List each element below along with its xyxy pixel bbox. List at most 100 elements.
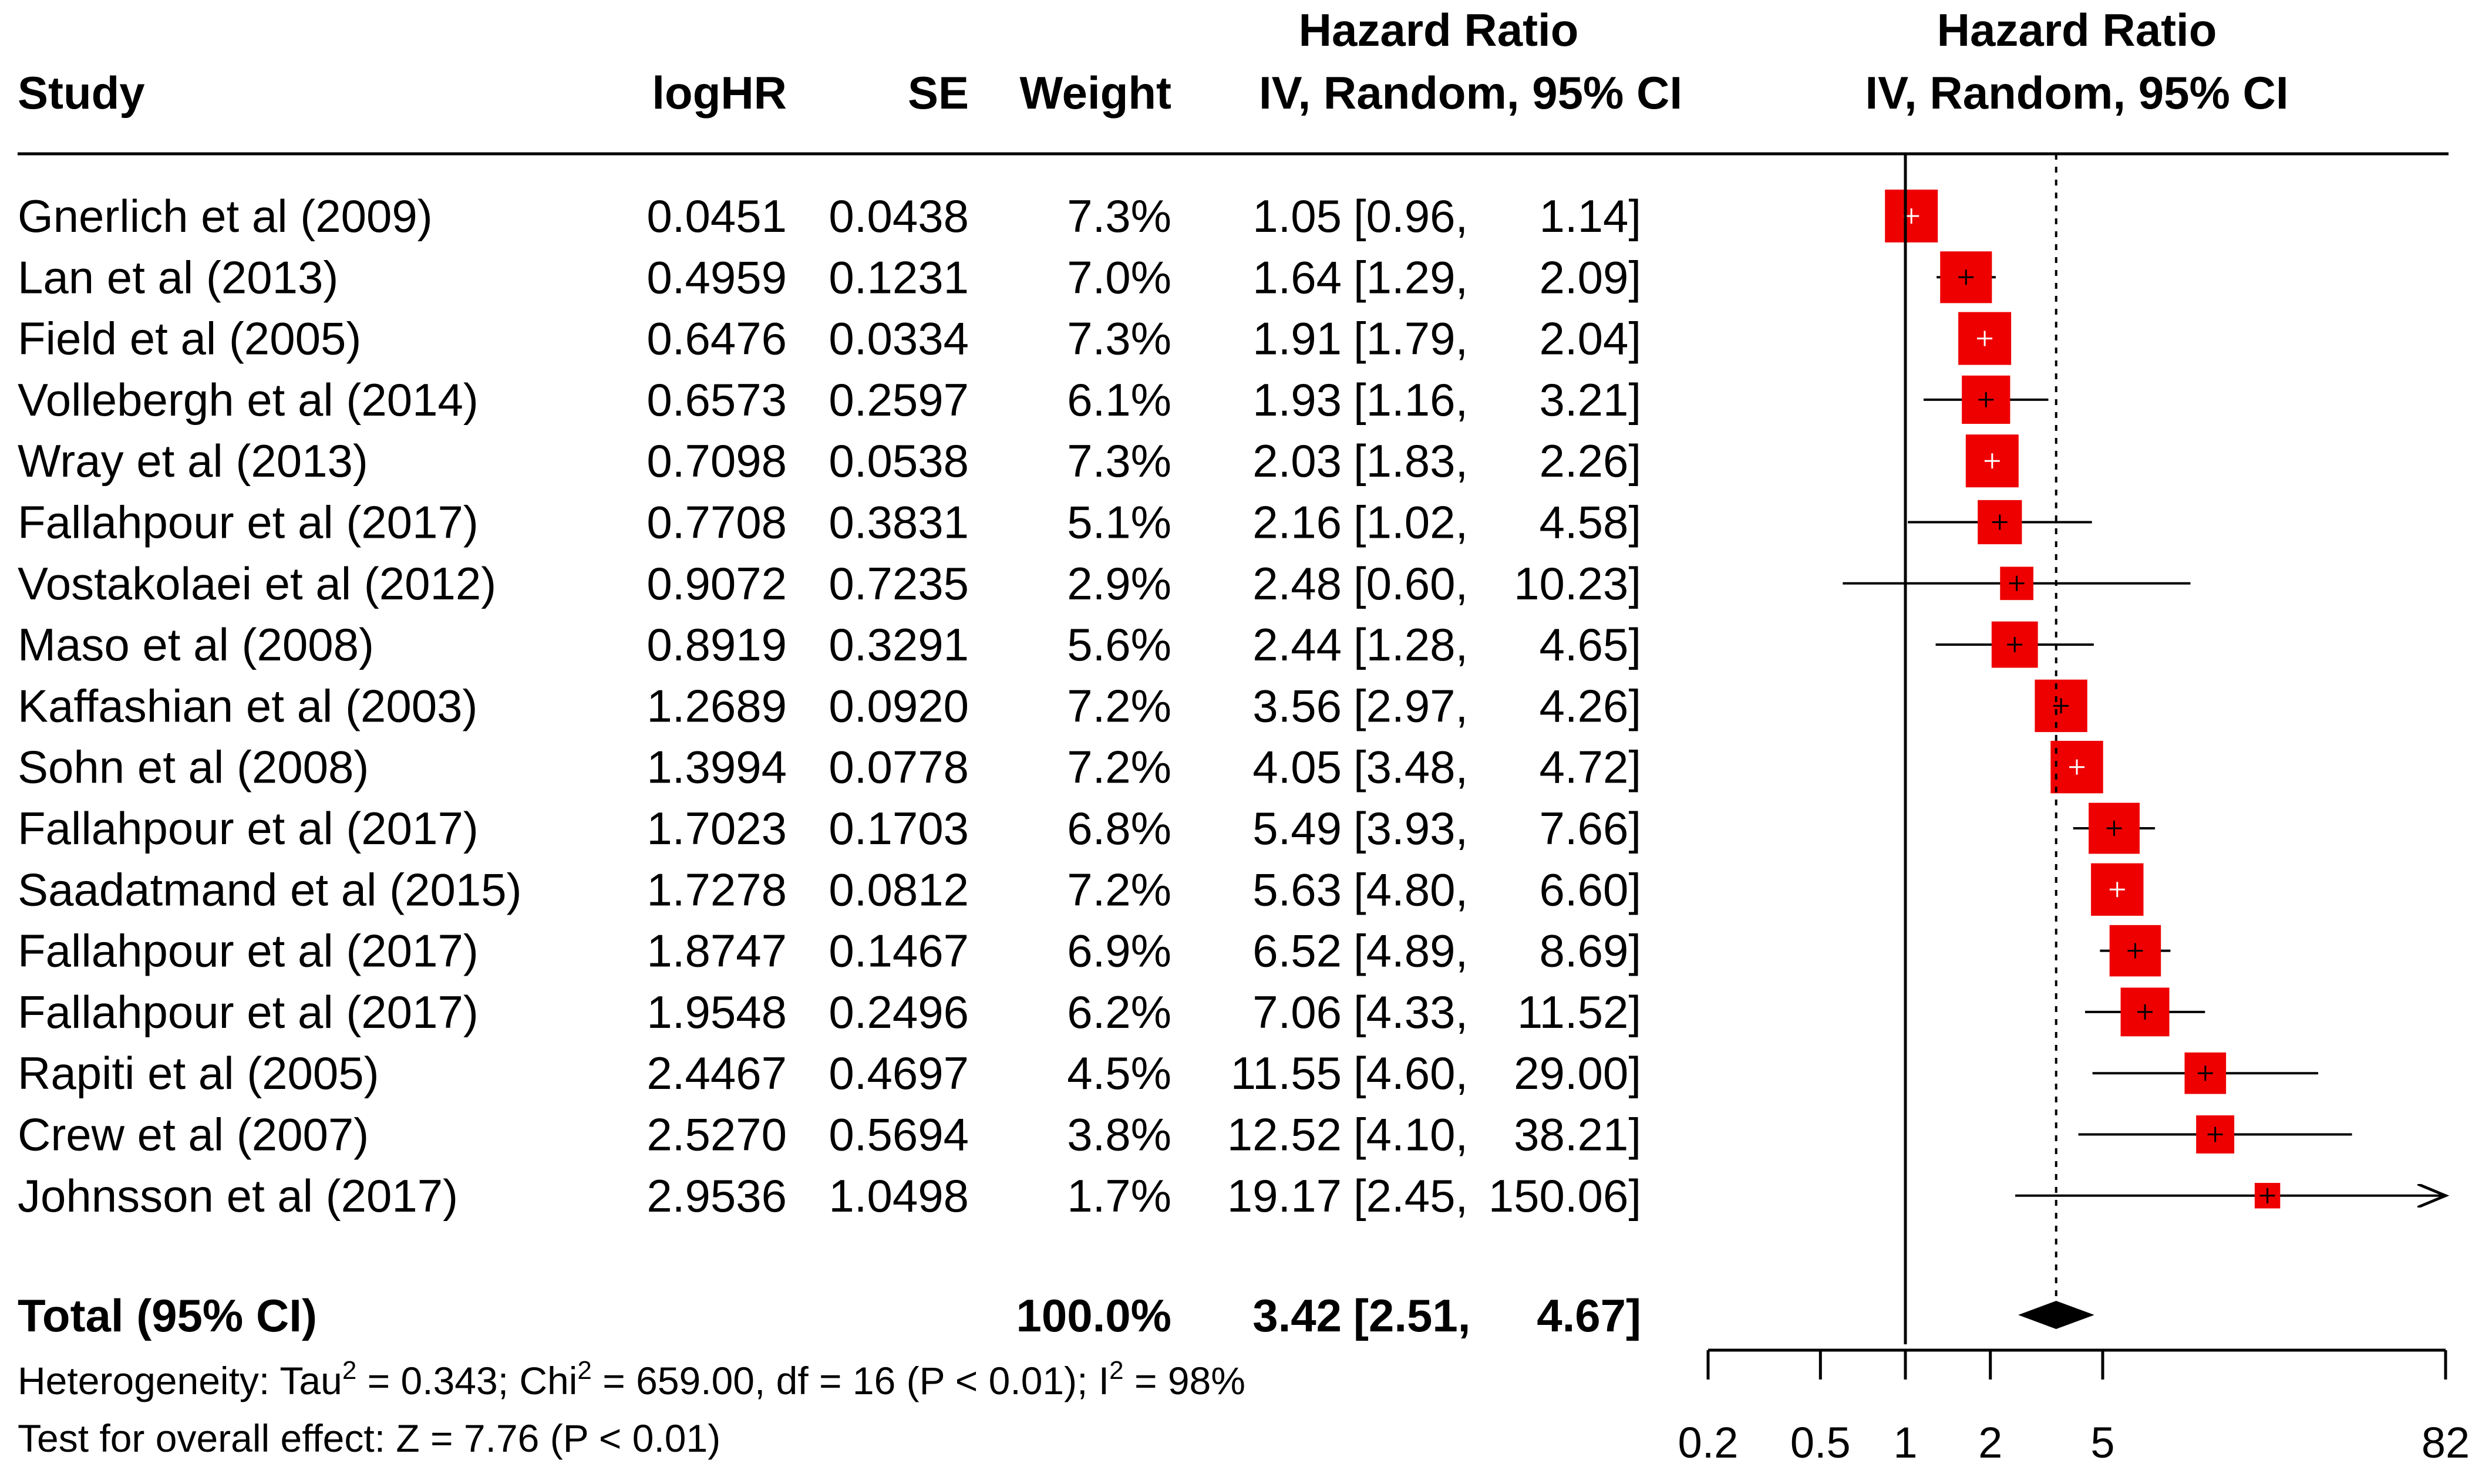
- study-se: 0.1231: [829, 251, 969, 303]
- study-loghr: 1.8747: [646, 925, 787, 977]
- study-hr: 7.06: [1252, 986, 1342, 1038]
- study-name: Fallahpour et al (2017): [18, 925, 479, 977]
- study-name: Saadatmand et al (2015): [18, 864, 522, 915]
- study-loghr: 0.7098: [646, 435, 787, 487]
- study-se: 0.1703: [829, 802, 969, 854]
- heterogeneity-tau-sup: 2: [342, 1356, 356, 1385]
- study-name: Johnsson et al (2017): [18, 1170, 458, 1222]
- study-ci-lower: [3.93,: [1353, 802, 1468, 854]
- study-weight: 2.9%: [1067, 558, 1171, 609]
- total-hr: 3.42: [1252, 1290, 1342, 1341]
- study-weight: 7.3%: [1067, 435, 1171, 487]
- study-hr: 12.52: [1227, 1109, 1342, 1161]
- study-se: 0.0334: [829, 313, 969, 365]
- x-tick-label: 0.2: [1678, 1418, 1739, 1467]
- study-se: 0.7235: [829, 558, 969, 609]
- study-weight: 6.9%: [1067, 925, 1171, 977]
- study-se: 0.0920: [829, 680, 969, 731]
- header-hr-group: Hazard Ratio: [1299, 4, 1579, 56]
- total-label: Total (95% CI): [18, 1290, 317, 1341]
- study-loghr: 1.7278: [646, 864, 787, 915]
- study-se: 0.0778: [829, 741, 969, 793]
- study-weight: 6.2%: [1067, 986, 1171, 1038]
- study-hr: 1.64: [1252, 251, 1342, 303]
- study-loghr: 0.0451: [646, 190, 787, 242]
- header-study: Study: [18, 67, 145, 119]
- study-ci-upper: 1.14]: [1540, 190, 1641, 242]
- study-ci-upper: 8.69]: [1540, 925, 1641, 977]
- study-se: 0.3291: [829, 619, 969, 670]
- study-name: Fallahpour et al (2017): [18, 497, 479, 548]
- study-name: Maso et al (2008): [18, 619, 374, 670]
- total-weight: 100.0%: [1016, 1290, 1171, 1341]
- study-ci-lower: [1.28,: [1353, 619, 1468, 670]
- study-se: 0.1467: [829, 925, 969, 977]
- heterogeneity-prefix: Heterogeneity: Tau: [18, 1359, 342, 1402]
- study-hr: 6.52: [1252, 925, 1342, 977]
- study-ci-lower: [1.16,: [1353, 374, 1468, 426]
- study-loghr: 0.8919: [646, 619, 787, 670]
- study-name: Lan et al (2013): [18, 251, 338, 303]
- study-ci-upper: 4.65]: [1540, 619, 1641, 670]
- study-hr: 2.16: [1252, 497, 1342, 548]
- study-se: 1.0498: [829, 1170, 969, 1222]
- study-name: Gnerlich et al (2009): [18, 190, 433, 242]
- header-plot-group: Hazard Ratio: [1937, 4, 2217, 56]
- study-se: 0.2496: [829, 986, 969, 1038]
- study-name: Crew et al (2007): [18, 1109, 369, 1161]
- study-ci-lower: [0.96,: [1353, 190, 1468, 242]
- study-weight: 5.6%: [1067, 619, 1171, 670]
- x-tick-label: 5: [2090, 1418, 2114, 1467]
- study-loghr: 1.3994: [646, 741, 787, 793]
- study-ci-lower: [4.80,: [1353, 864, 1468, 915]
- study-rows: Gnerlich et al (2009) 0.0451 0.0438 7.3% 1.0…: [18, 190, 2446, 1222]
- heterogeneity-tau-value: = 0.343; Chi: [356, 1359, 577, 1402]
- study-ci-lower: [1.79,: [1353, 313, 1468, 365]
- study-ci-upper: 6.60]: [1540, 864, 1641, 915]
- header-loghr: logHR: [652, 67, 787, 119]
- study-se: 0.0438: [829, 190, 969, 242]
- study-se: 0.0538: [829, 435, 969, 487]
- study-name: Rapiti et al (2005): [18, 1047, 379, 1099]
- study-ci-lower: [4.60,: [1353, 1047, 1468, 1099]
- study-name: Vollebergh et al (2014): [18, 374, 479, 426]
- header-plot-method: IV, Random, 95% CI: [1865, 67, 2288, 119]
- study-name: Fallahpour et al (2017): [18, 986, 479, 1038]
- study-weight: 5.1%: [1067, 497, 1171, 548]
- study-weight: 6.1%: [1067, 374, 1171, 426]
- study-ci-lower: [2.45,: [1353, 1170, 1468, 1222]
- x-axis-ticks: 0.2 0.5 1 2 5 82: [1678, 1350, 2470, 1467]
- study-hr: 19.17: [1227, 1170, 1342, 1222]
- study-name: Field et al (2005): [18, 313, 361, 365]
- study-loghr: 2.4467: [646, 1047, 787, 1099]
- study-weight: 7.2%: [1067, 864, 1171, 915]
- total-ci-lower: [2.51,: [1353, 1290, 1470, 1341]
- x-tick-label: 2: [1978, 1418, 2002, 1467]
- header-hr-method: IV, Random, 95% CI: [1259, 67, 1682, 119]
- study-hr: 5.49: [1252, 802, 1342, 854]
- study-ci-upper: 4.26]: [1540, 680, 1641, 731]
- study-name: Vostakolaei et al (2012): [18, 558, 496, 609]
- heterogeneity-chi-sup: 2: [577, 1356, 591, 1385]
- study-ci-upper: 4.72]: [1540, 741, 1641, 793]
- study-loghr: 1.9548: [646, 986, 787, 1038]
- study-hr: 2.44: [1252, 619, 1342, 670]
- study-weight: 3.8%: [1067, 1109, 1171, 1161]
- study-hr: 4.05: [1252, 741, 1342, 793]
- study-hr: 1.05: [1252, 190, 1342, 242]
- study-name: Fallahpour et al (2017): [18, 802, 479, 854]
- x-tick-label: 82: [2422, 1418, 2470, 1467]
- study-loghr: 0.6573: [646, 374, 787, 426]
- study-ci-lower: [4.10,: [1353, 1109, 1468, 1161]
- study-hr: 3.56: [1252, 680, 1342, 731]
- study-ci-lower: [1.29,: [1353, 251, 1468, 303]
- study-ci-lower: [1.83,: [1353, 435, 1468, 487]
- study-hr: 1.93: [1252, 374, 1342, 426]
- study-weight: 7.2%: [1067, 741, 1171, 793]
- study-ci-upper: 11.52]: [1517, 986, 1641, 1038]
- study-ci-upper: 10.23]: [1514, 558, 1641, 609]
- study-weight: 6.8%: [1067, 802, 1171, 854]
- overall-effect-text: Test for overall effect: Z = 7.76 (P < 0…: [18, 1416, 720, 1460]
- study-ci-upper: 4.58]: [1540, 497, 1641, 548]
- heterogeneity-i-value: = 98%: [1124, 1359, 1245, 1402]
